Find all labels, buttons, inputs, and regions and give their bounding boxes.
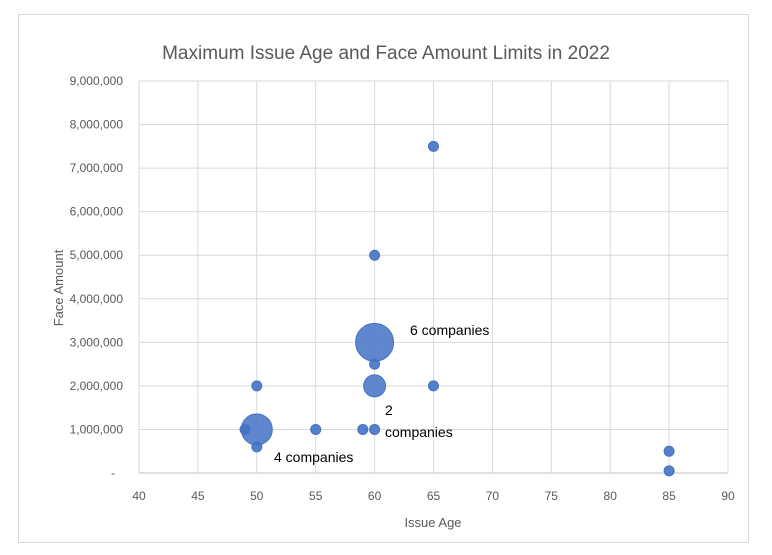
annotations: 6 companies 2 companies 4 companies <box>274 322 489 465</box>
x-tick-label: 55 <box>309 489 323 503</box>
bubble-point <box>310 423 322 435</box>
bubble-point <box>369 358 381 370</box>
y-tick-label: 2,000,000 <box>70 379 124 393</box>
annotation-2-companies-line2: companies <box>385 424 453 440</box>
bubble-point <box>355 322 395 362</box>
x-tick-label: 40 <box>132 489 146 503</box>
bubble-point <box>369 249 381 261</box>
annotation-6-companies: 6 companies <box>410 322 489 338</box>
y-tick-label: 4,000,000 <box>70 292 124 306</box>
chart-area: Maximum Issue Age and Face Amount Limits… <box>18 14 749 543</box>
x-tick-label: 90 <box>721 489 735 503</box>
annotation-2-companies-line1: 2 <box>385 402 393 418</box>
bubble-point <box>428 380 439 392</box>
y-tick-label: 1,000,000 <box>70 422 124 436</box>
y-axis-tick-labels: - 1,000,000 2,000,000 3,000,000 4,000,000 5,0… <box>70 74 124 480</box>
bubble-point <box>369 423 381 435</box>
bubble-point <box>363 374 387 398</box>
bubbles <box>239 140 675 477</box>
bubble-point <box>428 140 439 152</box>
x-axis-label: Issue Age <box>404 515 461 530</box>
x-tick-label: 65 <box>427 489 441 503</box>
bubble-point <box>251 441 263 453</box>
x-tick-label: 85 <box>662 489 676 503</box>
bubble-point <box>239 423 251 435</box>
x-tick-label: 60 <box>368 489 382 503</box>
y-axis-label: Face Amount <box>51 249 66 326</box>
x-tick-label: 75 <box>545 489 559 503</box>
x-tick-label: 70 <box>486 489 500 503</box>
bubble-point <box>663 465 675 477</box>
annotation-4-companies: 4 companies <box>274 449 353 465</box>
y-tick-label: 5,000,000 <box>70 248 124 262</box>
chart-title: Maximum Issue Age and Face Amount Limits… <box>162 43 610 64</box>
y-tick-label: - <box>111 466 115 480</box>
y-tick-label: 6,000,000 <box>70 205 124 219</box>
x-tick-label: 80 <box>604 489 618 503</box>
x-axis-tick-labels: 40 45 50 55 60 65 70 75 80 85 90 <box>132 489 735 503</box>
x-tick-label: 45 <box>191 489 205 503</box>
y-tick-label: 9,000,000 <box>70 74 124 88</box>
bubble-chart: Maximum Issue Age and Face Amount Limits… <box>51 43 735 530</box>
y-tick-label: 7,000,000 <box>70 161 124 175</box>
bubble-point <box>663 445 675 457</box>
bubble-point <box>251 380 263 392</box>
x-tick-label: 50 <box>250 489 264 503</box>
bubble-point <box>357 423 369 435</box>
gridlines <box>138 80 729 474</box>
y-tick-label: 3,000,000 <box>70 335 124 349</box>
y-tick-label: 8,000,000 <box>70 118 124 132</box>
